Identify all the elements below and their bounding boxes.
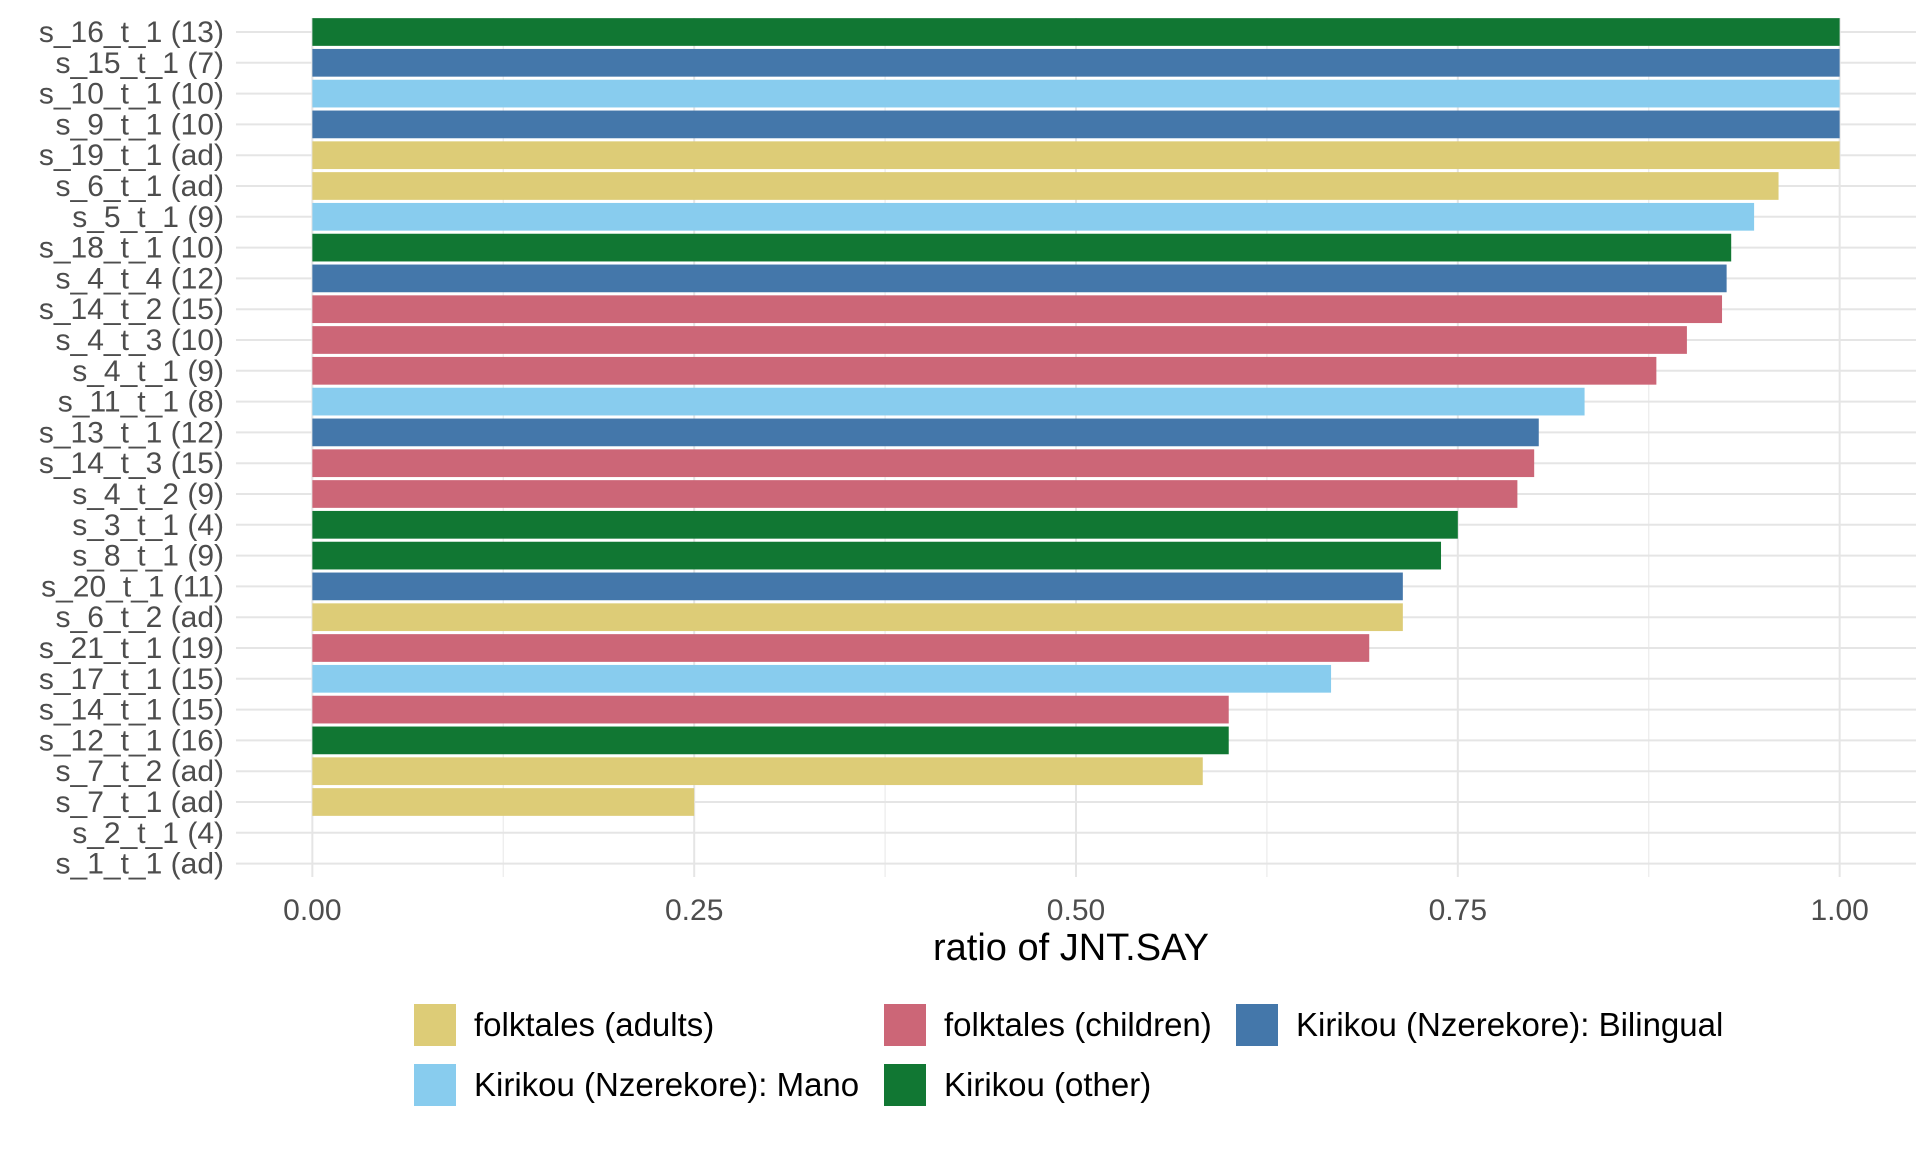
bar: [312, 202, 1755, 231]
bar: [312, 233, 1732, 262]
y-tick-label: s_1_t_1 (ad): [56, 848, 224, 881]
y-tick-label: s_15_t_1 (7): [56, 47, 224, 80]
legend-swatch: [414, 1004, 456, 1046]
bar: [312, 387, 1585, 416]
y-tick-label: s_18_t_1 (10): [39, 232, 224, 265]
y-tick-label: s_14_t_1 (15): [39, 694, 224, 727]
bar: [312, 603, 1403, 632]
bar: [312, 634, 1370, 662]
bar: [312, 356, 1657, 385]
legend-swatch: [1236, 1004, 1278, 1046]
y-tick-label: s_21_t_1 (19): [39, 632, 224, 665]
y-tick-label: s_3_t_1 (4): [72, 509, 224, 542]
y-tick-label: s_4_t_3 (10): [56, 324, 224, 357]
bar: [312, 295, 1723, 324]
bar: [312, 695, 1229, 724]
legend-swatch: [414, 1064, 456, 1106]
bar: [312, 449, 1535, 478]
bar: [312, 664, 1332, 693]
legend-label: folktales (adults): [474, 1006, 714, 1043]
bar: [312, 110, 1840, 139]
bar: [312, 480, 1518, 508]
y-tick-label: s_10_t_1 (10): [39, 78, 224, 111]
bar: [312, 418, 1539, 447]
y-tick-label: s_4_t_2 (9): [72, 478, 224, 511]
bars-group: [312, 18, 1840, 816]
x-tick-label: 0.75: [1429, 894, 1487, 927]
bar: [312, 141, 1840, 170]
bar: [312, 326, 1687, 354]
y-tick-label: s_20_t_1 (11): [41, 570, 224, 603]
y-tick-label: s_2_t_1 (4): [72, 817, 224, 850]
bar: [312, 48, 1840, 77]
y-tick-label: s_8_t_1 (9): [72, 540, 224, 573]
bar: [312, 510, 1458, 539]
legend-label: Kirikou (Nzerekore): Mano: [474, 1066, 859, 1103]
legend-swatch: [884, 1064, 926, 1106]
y-tick-label: s_4_t_4 (12): [56, 262, 224, 295]
legend: folktales (adults) folktales (children) Ki…: [414, 1004, 1723, 1106]
bar: [312, 726, 1229, 755]
x-tick-label: 1.00: [1810, 894, 1868, 927]
bar: [312, 172, 1779, 200]
y-tick-label: s_13_t_1 (12): [39, 416, 224, 449]
y-tick-label: s_14_t_3 (15): [39, 447, 224, 480]
y-axis-labels: s_16_t_1 (13)s_15_t_1 (7)s_10_t_1 (10)s_…: [39, 16, 224, 881]
y-tick-label: s_16_t_1 (13): [39, 16, 224, 49]
legend-swatch: [884, 1004, 926, 1046]
x-tick-label: 0.25: [665, 894, 723, 927]
y-tick-label: s_9_t_1 (10): [56, 108, 224, 141]
y-tick-label: s_5_t_1 (9): [72, 201, 224, 234]
bar: [312, 541, 1442, 570]
y-tick-label: s_6_t_1 (ad): [56, 170, 224, 203]
legend-label: Kirikou (Nzerekore): Bilingual: [1296, 1006, 1723, 1043]
y-tick-label: s_7_t_1 (ad): [56, 786, 224, 819]
y-tick-label: s_4_t_1 (9): [72, 355, 224, 388]
y-tick-label: s_12_t_1 (16): [39, 724, 224, 757]
x-tick-label: 0.00: [283, 894, 341, 927]
y-tick-label: s_17_t_1 (15): [39, 663, 224, 696]
y-tick-label: s_6_t_2 (ad): [56, 601, 224, 634]
y-tick-label: s_19_t_1 (ad): [39, 139, 224, 172]
x-tick-label: 0.50: [1047, 894, 1105, 927]
bar: [312, 572, 1403, 601]
bar: [312, 18, 1840, 46]
x-axis-tick-labels: 0.00 0.25 0.50 0.75 1.00: [283, 894, 1869, 927]
bar: [312, 79, 1840, 108]
y-tick-label: s_11_t_1 (8): [58, 386, 224, 419]
legend-label: Kirikou (other): [944, 1066, 1151, 1103]
legend-label: folktales (children): [944, 1006, 1212, 1043]
y-tick-label: s_14_t_2 (15): [39, 293, 224, 326]
x-axis-title: ratio of JNT.SAY: [933, 927, 1209, 969]
y-tick-label: s_7_t_2 (ad): [56, 755, 224, 788]
bar: [312, 264, 1727, 293]
bar: [312, 757, 1203, 786]
bar: [312, 788, 695, 816]
